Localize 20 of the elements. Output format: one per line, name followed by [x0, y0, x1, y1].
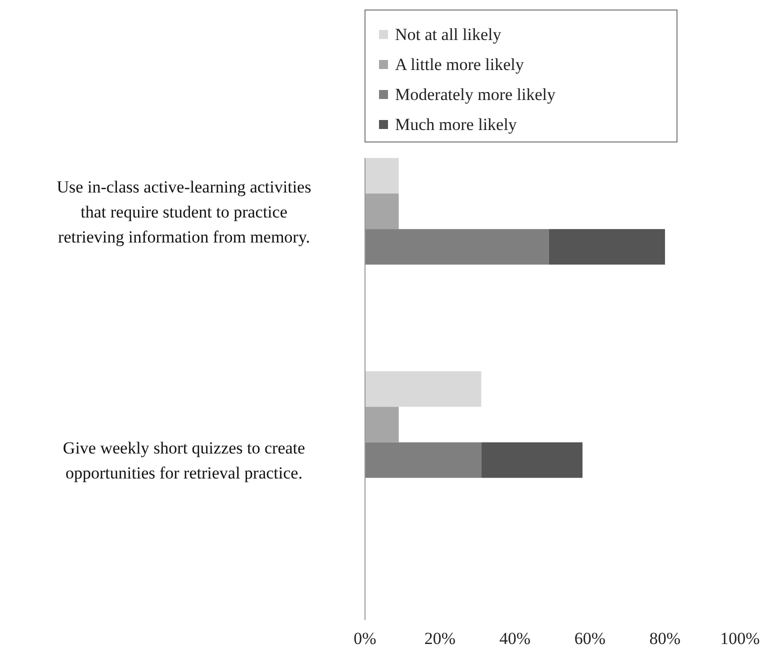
x-tick-label: 60%	[574, 629, 606, 648]
bar	[548, 229, 665, 265]
bar	[365, 442, 482, 478]
bar	[365, 158, 399, 194]
legend-label: Much more likely	[395, 115, 518, 134]
bar	[365, 229, 549, 265]
y-tick-label: Give weekly short quizzes to create opportunities for retrieval practice.	[62, 438, 306, 483]
x-tick-label: 100%	[720, 629, 760, 648]
x-tick-label: 80%	[649, 629, 681, 648]
legend-label: Moderately more likely	[395, 85, 556, 104]
bar	[365, 371, 482, 407]
bar	[365, 406, 399, 442]
bar	[481, 442, 582, 478]
x-tick-label: 20%	[424, 629, 456, 648]
legend-label: Not at all likely	[395, 25, 502, 44]
y-tick-label: Use in-class active-learning activities that require student to practice retrieving information from memory.	[56, 177, 312, 246]
bar	[365, 194, 399, 230]
legend-label: A little more likely	[395, 55, 524, 74]
x-tick-label: 40%	[499, 629, 531, 648]
x-tick-label: 0%	[354, 629, 376, 648]
